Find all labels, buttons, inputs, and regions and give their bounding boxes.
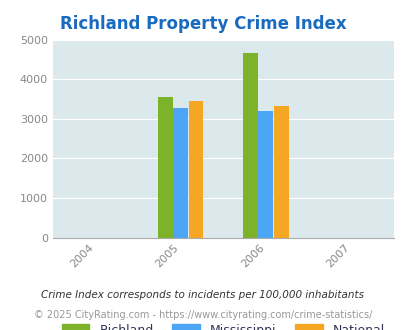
Text: Crime Index corresponds to incidents per 100,000 inhabitants: Crime Index corresponds to incidents per… bbox=[41, 290, 364, 300]
Bar bbox=[173, 108, 188, 238]
Bar bbox=[273, 106, 288, 238]
Text: © 2025 CityRating.com - https://www.cityrating.com/crime-statistics/: © 2025 CityRating.com - https://www.city… bbox=[34, 310, 371, 320]
Bar bbox=[243, 53, 258, 238]
Bar bbox=[188, 101, 203, 238]
Bar bbox=[258, 111, 273, 238]
Legend: Richland, Mississippi, National: Richland, Mississippi, National bbox=[57, 319, 389, 330]
Text: Richland Property Crime Index: Richland Property Crime Index bbox=[60, 15, 345, 33]
Bar bbox=[158, 97, 173, 238]
